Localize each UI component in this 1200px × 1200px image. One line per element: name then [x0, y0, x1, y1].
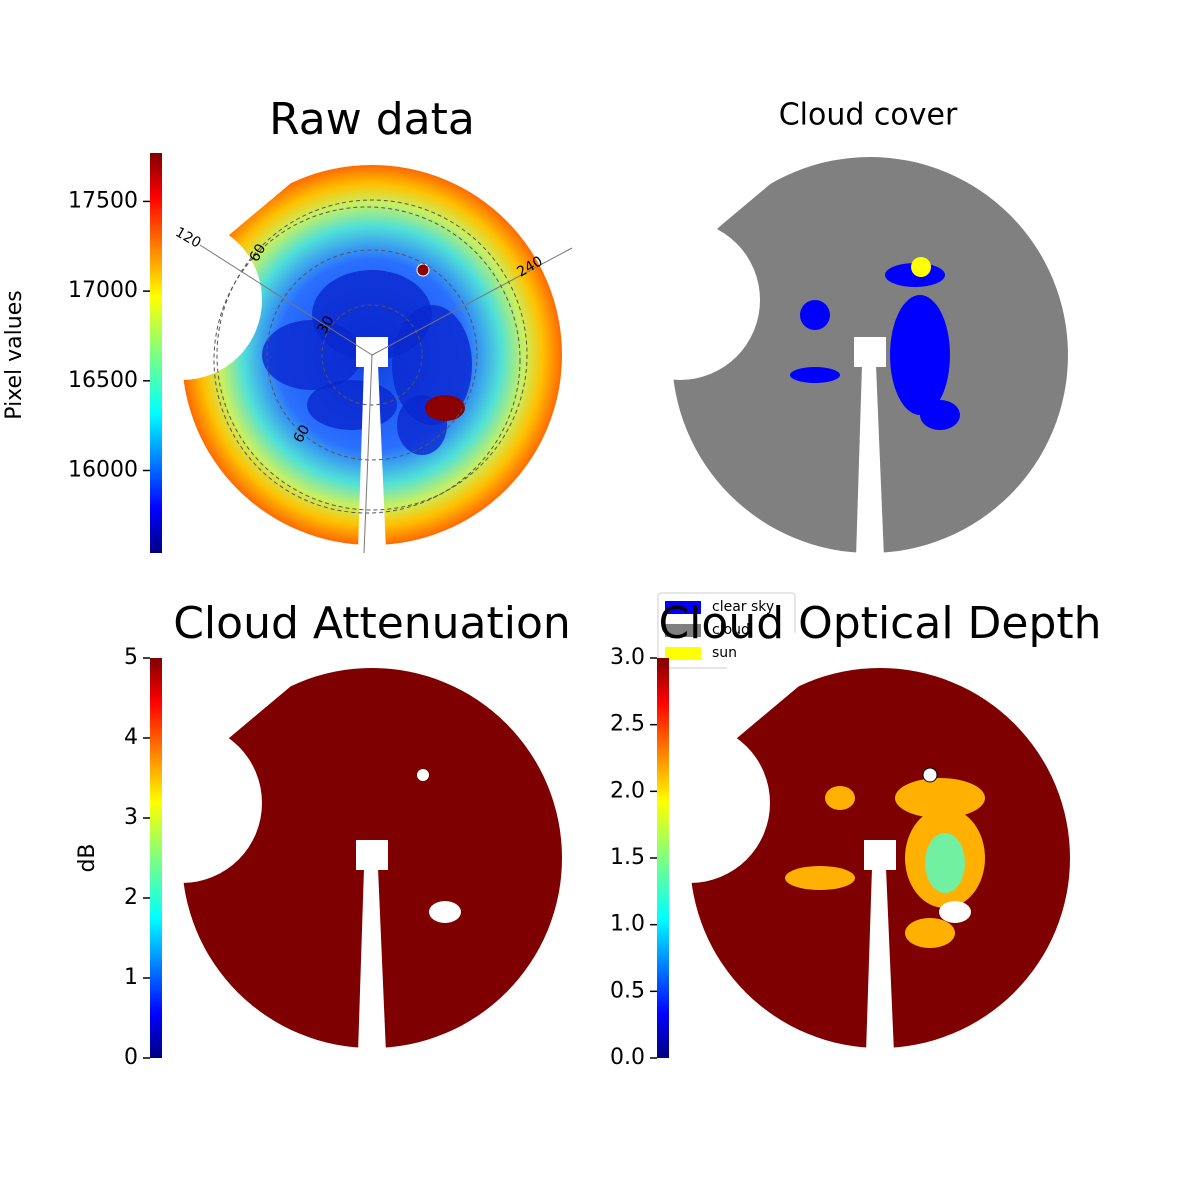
- sky-patch: [262, 320, 362, 390]
- polar-ring: [216, 199, 528, 511]
- polar-spoke: [199, 244, 373, 356]
- panel-title: Cloud Attenuation: [173, 598, 571, 649]
- colorbar-tick-label: 2: [124, 885, 138, 910]
- colorbar-tick-label: 0: [124, 1045, 138, 1070]
- colorbar-tick-label: 0.0: [610, 1045, 645, 1070]
- sky-patch: [307, 380, 397, 430]
- sun-marker: [922, 767, 938, 783]
- mask-notch: [610, 723, 770, 883]
- colorbar-tick-label: 17000: [68, 278, 138, 303]
- legend-label: sun: [712, 645, 737, 661]
- mask-notch: [102, 220, 262, 380]
- sky-image: [610, 620, 1070, 1053]
- colorbar-tick-label: 0.5: [610, 978, 645, 1003]
- clear-patch: [890, 295, 950, 415]
- optical-patch: [905, 918, 955, 948]
- colorbar-tick-label: 17500: [68, 188, 138, 213]
- stand-head: [864, 840, 896, 870]
- polar-ring: [321, 304, 423, 406]
- polar-spoke: [363, 354, 373, 554]
- stand-pole: [358, 868, 386, 1053]
- colorbar-tick-label: 1.5: [610, 845, 645, 870]
- clear-patch: [800, 300, 830, 330]
- panel-title: Cloud cover: [779, 98, 958, 133]
- optical-patch: [925, 833, 965, 893]
- sun-marker: [417, 769, 429, 781]
- sun-patch: [429, 901, 461, 923]
- polar-label: 30: [315, 313, 338, 336]
- clear-patch: [790, 367, 840, 383]
- stand-head: [356, 840, 388, 870]
- optical-patch: [785, 866, 855, 890]
- optical-patch: [895, 778, 985, 818]
- sun-marker: [911, 257, 931, 277]
- polar-label: 60: [291, 422, 314, 445]
- colorbar-tick-label: 1: [124, 965, 138, 990]
- colorbar-tick-label: 16500: [68, 368, 138, 393]
- colorbar-label: dB: [75, 843, 100, 872]
- sun-patch: [425, 395, 465, 421]
- stand-pole: [866, 868, 894, 1053]
- polar-spoke: [371, 247, 573, 356]
- legend-swatch: [665, 601, 701, 614]
- colorbar: [150, 658, 162, 1058]
- polar-ring: [213, 206, 521, 514]
- clear-patch: [920, 400, 960, 430]
- mask-corner: [169, 620, 315, 756]
- sky-image: [600, 109, 1068, 558]
- colorbar-tick-label: 4: [124, 725, 138, 750]
- legend-label: cloud: [712, 622, 750, 638]
- polar-label: 60: [247, 241, 270, 264]
- colorbar-tick-label: 3.0: [610, 645, 645, 670]
- stand-head: [854, 337, 886, 367]
- mask-notch: [102, 723, 262, 883]
- sun-patch: [939, 901, 971, 923]
- mask-notch: [600, 220, 760, 380]
- colorbar-tick-label: 1.0: [610, 912, 645, 937]
- sky-patch: [392, 305, 472, 425]
- legend-swatch: [665, 647, 701, 660]
- sun-marker: [416, 263, 430, 277]
- mask-corner: [659, 109, 805, 245]
- colorbar-label: Pixel values: [2, 290, 27, 419]
- mask-corner: [169, 117, 315, 253]
- panel-title: Cloud Optical Depth: [658, 598, 1101, 649]
- colorbar: [150, 153, 162, 553]
- colorbar: [657, 658, 669, 1058]
- colorbar-tick-label: 2.0: [610, 778, 645, 803]
- optical-patch: [825, 786, 855, 810]
- legend-swatch: [665, 624, 701, 637]
- legend-label: clear sky: [712, 599, 774, 615]
- colorbar-tick-label: 5: [124, 645, 138, 670]
- mask-corner: [677, 620, 823, 756]
- polar-ring: [266, 249, 478, 461]
- panel-title: Raw data: [269, 94, 475, 145]
- colorbar-tick-label: 16000: [68, 457, 138, 482]
- sky-image: [102, 117, 573, 554]
- stand-pole: [856, 365, 884, 558]
- colorbar-tick-label: 2.5: [610, 712, 645, 737]
- stand-pole: [358, 365, 386, 550]
- colorbar-tick-label: 3: [124, 805, 138, 830]
- sky-image: [102, 620, 562, 1053]
